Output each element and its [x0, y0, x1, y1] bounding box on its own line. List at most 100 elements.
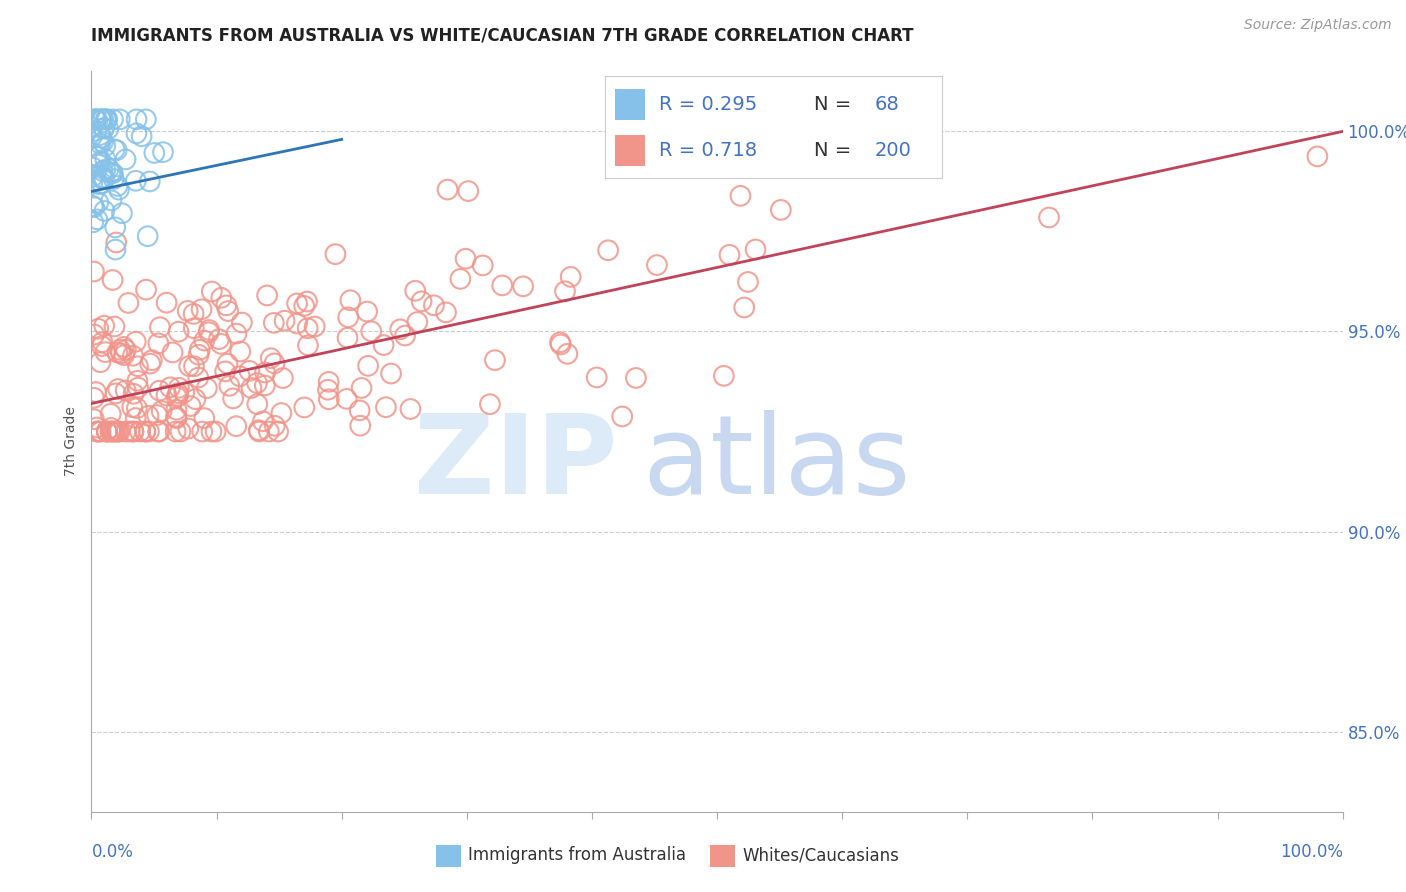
Point — [423, 298, 446, 312]
Point — [198, 323, 221, 337]
Point — [122, 349, 145, 363]
Point — [90, 112, 112, 127]
Point — [86, 212, 108, 227]
Point — [240, 381, 263, 395]
Point — [90, 130, 112, 145]
Point — [146, 425, 169, 439]
Point — [89, 178, 111, 192]
Point — [112, 340, 135, 354]
Text: R = 0.718: R = 0.718 — [658, 141, 756, 161]
Point — [82, 199, 104, 213]
Point — [86, 149, 108, 163]
Point — [188, 343, 211, 357]
Point — [108, 183, 131, 197]
Point — [195, 381, 218, 395]
Point — [91, 164, 114, 178]
Point — [257, 425, 280, 439]
Point — [389, 322, 412, 336]
Point — [87, 150, 110, 164]
Point — [127, 374, 149, 388]
Point — [125, 401, 148, 416]
Point — [349, 403, 371, 417]
Point — [80, 129, 103, 144]
Point — [84, 112, 107, 127]
Point — [105, 345, 128, 359]
Point — [267, 425, 290, 439]
Point — [200, 425, 222, 439]
Point — [97, 122, 120, 136]
Point — [478, 397, 501, 411]
Point — [86, 425, 108, 439]
Point — [101, 273, 124, 287]
Point — [103, 425, 125, 439]
Point — [165, 409, 187, 424]
Point — [491, 278, 513, 293]
Point — [336, 392, 359, 406]
Point — [246, 376, 269, 390]
Point — [471, 259, 494, 273]
Point — [225, 326, 247, 341]
Point — [101, 166, 124, 180]
Point — [273, 314, 295, 328]
Point — [349, 418, 371, 433]
Point — [103, 172, 125, 186]
Point — [155, 295, 177, 310]
Point — [87, 425, 110, 439]
Point — [82, 175, 104, 189]
Point — [167, 389, 190, 403]
Point — [104, 425, 127, 439]
Point — [84, 385, 107, 400]
Point — [143, 145, 166, 160]
Point — [183, 359, 205, 374]
Text: Whites/Caucasians: Whites/Caucasians — [742, 847, 900, 864]
Point — [93, 203, 115, 218]
Point — [100, 194, 122, 208]
Point — [110, 346, 132, 360]
Point — [146, 408, 169, 422]
Point — [139, 357, 162, 371]
Point — [380, 367, 402, 381]
Point — [253, 378, 276, 392]
Point — [135, 283, 157, 297]
Point — [122, 425, 145, 439]
Point — [86, 113, 108, 128]
Point — [169, 425, 191, 439]
Point — [96, 112, 118, 127]
Point — [270, 406, 292, 420]
Point — [166, 411, 188, 425]
Point — [336, 331, 359, 345]
Point — [177, 421, 200, 435]
Point — [548, 335, 571, 350]
Point — [263, 356, 285, 370]
Point — [101, 112, 124, 127]
Point — [166, 390, 188, 404]
Point — [84, 112, 107, 127]
Point — [253, 366, 276, 380]
Point — [96, 112, 118, 127]
Text: R = 0.295: R = 0.295 — [658, 95, 756, 114]
Point — [105, 143, 128, 157]
Point — [82, 161, 104, 175]
Point — [111, 206, 134, 220]
Point — [155, 388, 177, 402]
Point — [183, 307, 205, 321]
Point — [152, 145, 174, 160]
Point — [165, 425, 187, 439]
Point — [80, 120, 103, 135]
Point — [90, 425, 112, 439]
Point — [167, 386, 190, 401]
Point — [713, 368, 735, 383]
Point — [127, 381, 149, 395]
Point — [104, 243, 127, 257]
Point — [121, 400, 143, 414]
Point — [148, 336, 170, 351]
Point — [247, 423, 270, 437]
Point — [356, 304, 378, 318]
Point — [94, 345, 117, 359]
Point — [138, 425, 160, 439]
Point — [201, 285, 224, 299]
Point — [83, 327, 105, 342]
Point — [104, 220, 127, 235]
Point — [89, 112, 111, 127]
Point — [297, 321, 319, 335]
